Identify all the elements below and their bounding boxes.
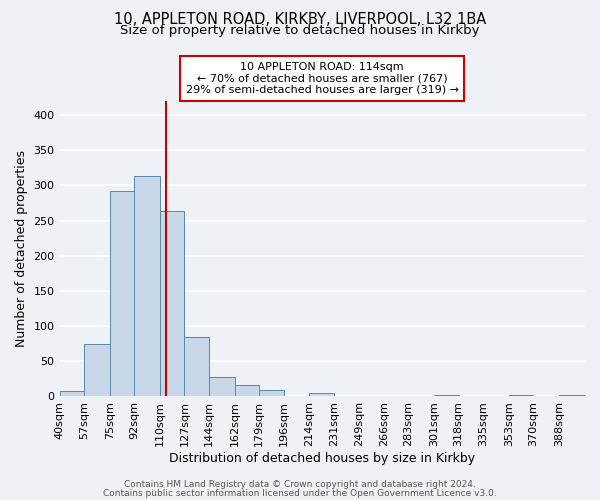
Bar [310, 393, 334, 396]
Bar [110, 191, 134, 396]
Bar [160, 212, 184, 396]
Bar [134, 176, 160, 396]
Bar [559, 395, 585, 396]
Text: Contains public sector information licensed under the Open Government Licence v3: Contains public sector information licen… [103, 488, 497, 498]
Bar [235, 385, 259, 396]
Text: 10, APPLETON ROAD, KIRKBY, LIVERPOOL, L32 1BA: 10, APPLETON ROAD, KIRKBY, LIVERPOOL, L3… [114, 12, 486, 28]
Text: Contains HM Land Registry data © Crown copyright and database right 2024.: Contains HM Land Registry data © Crown c… [124, 480, 476, 489]
Text: Size of property relative to detached houses in Kirkby: Size of property relative to detached ho… [120, 24, 480, 37]
Bar [434, 395, 458, 396]
X-axis label: Distribution of detached houses by size in Kirkby: Distribution of detached houses by size … [169, 452, 475, 465]
Bar [509, 395, 533, 396]
Text: 10 APPLETON ROAD: 114sqm
← 70% of detached houses are smaller (767)
29% of semi-: 10 APPLETON ROAD: 114sqm ← 70% of detach… [186, 62, 459, 95]
Bar [59, 391, 84, 396]
Bar [209, 377, 235, 396]
Y-axis label: Number of detached properties: Number of detached properties [15, 150, 28, 347]
Bar [259, 390, 284, 396]
Bar [84, 344, 110, 396]
Bar [184, 336, 209, 396]
